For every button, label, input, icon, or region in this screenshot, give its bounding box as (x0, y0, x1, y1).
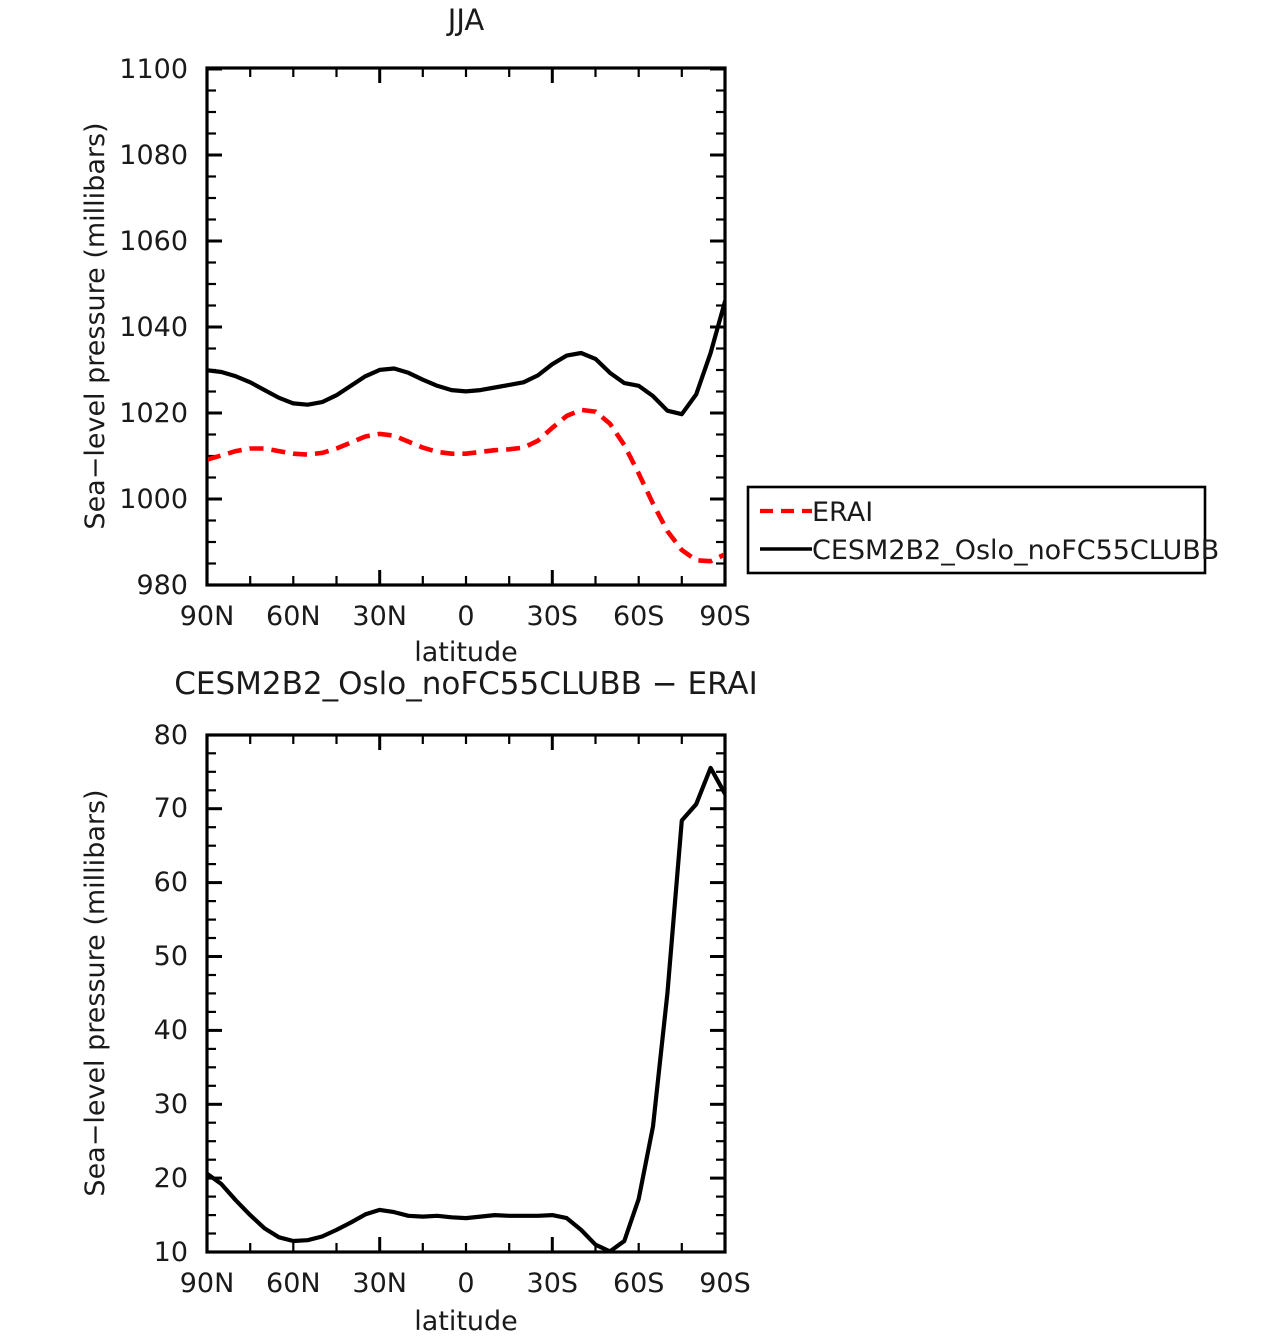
x-tick-label: 90N (180, 601, 235, 632)
panel-top: JJA (80, 3, 751, 668)
panel-bottom-y-tick-labels: 10 20 30 40 50 60 70 80 (154, 720, 188, 1268)
y-tick-label: 1000 (119, 484, 188, 515)
legend: ERAI CESM2B2_Oslo_noFC55CLUBB (746, 485, 1219, 575)
x-tick-label: 90N (180, 1268, 235, 1299)
series-line-diff (208, 765, 724, 1251)
y-tick-label: 80 (154, 720, 188, 751)
series-line-erai-top (208, 407, 724, 564)
y-tick-label: 30 (154, 1089, 188, 1120)
y-tick-label: 1060 (119, 226, 188, 257)
x-tick-label: 60S (613, 1268, 665, 1299)
legend-frame (746, 485, 1207, 575)
panel-bottom: CESM2B2_Oslo_noFC55CLUBB − ERAI (80, 666, 758, 1337)
y-tick-label: 980 (136, 570, 188, 601)
y-tick-label: 40 (154, 1015, 188, 1046)
y-tick-label: 60 (154, 867, 188, 898)
x-tick-label: 60S (613, 601, 665, 632)
x-tick-label: 30S (527, 1268, 579, 1299)
y-tick-label: 1020 (119, 398, 188, 429)
x-tick-label: 0 (457, 1268, 474, 1299)
panel-top-xlabel: latitude (414, 637, 518, 668)
x-tick-label: 30S (527, 601, 579, 632)
y-tick-label: 50 (154, 941, 188, 972)
x-tick-label: 60N (266, 1268, 321, 1299)
panel-bottom-xlabel: latitude (414, 1306, 518, 1337)
legend-label-erai[interactable]: ERAI (812, 497, 873, 528)
panel-bottom-x-ticks (205, 735, 727, 1252)
y-tick-label: 10 (154, 1237, 188, 1268)
y-tick-label: 1040 (119, 312, 188, 343)
y-tick-label: 1080 (119, 140, 188, 171)
y-tick-label: 1100 (119, 54, 188, 85)
panel-top-ylabel: Sea−level pressure (millibars) (80, 122, 111, 529)
x-tick-label: 0 (457, 601, 474, 632)
x-tick-label: 90S (699, 1268, 751, 1299)
panel-top-x-tick-labels: 90N 60N 30N 0 30S 60S 90S (180, 601, 751, 632)
series-line-model-top (208, 299, 724, 417)
panel-top-y-ticks (207, 67, 725, 587)
panel-bottom-title: CESM2B2_Oslo_noFC55CLUBB − ERAI (174, 666, 758, 702)
panel-top-x-ticks (205, 68, 727, 585)
panel-top-title: JJA (446, 3, 485, 37)
x-tick-label: 90S (699, 601, 751, 632)
legend-label-model[interactable]: CESM2B2_Oslo_noFC55CLUBB (812, 535, 1219, 566)
panel-bottom-x-tick-labels: 90N 60N 30N 0 30S 60S 90S (180, 1268, 751, 1299)
panel-top-y-tick-labels: 980 1000 1020 1040 1060 1080 1100 (119, 54, 188, 601)
x-tick-label: 30N (352, 601, 407, 632)
y-tick-label: 70 (154, 793, 188, 824)
x-tick-label: 60N (266, 601, 321, 632)
panel-bottom-y-ticks (207, 733, 725, 1254)
y-tick-label: 20 (154, 1163, 188, 1194)
panel-bottom-frame (205, 733, 727, 1254)
panel-top-frame (205, 66, 727, 587)
panel-bottom-ylabel: Sea−level pressure (millibars) (80, 789, 111, 1196)
x-tick-label: 30N (352, 1268, 407, 1299)
